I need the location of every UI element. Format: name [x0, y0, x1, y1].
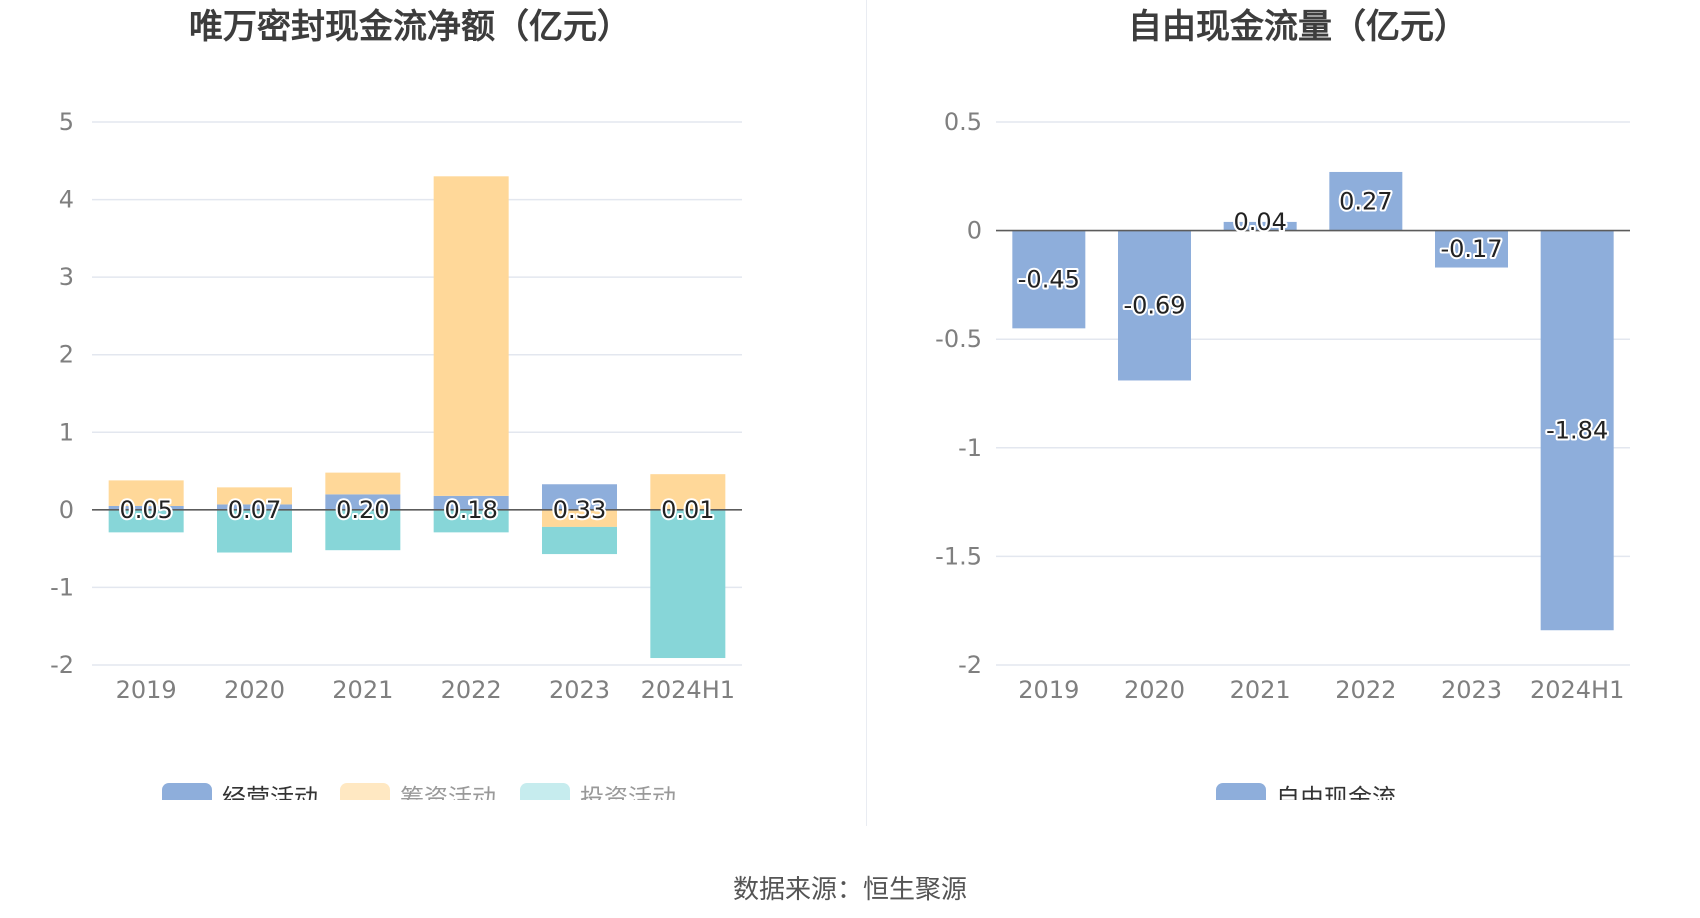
data-label: 0.20: [336, 496, 389, 524]
y-tick-label: -0.5: [935, 325, 982, 353]
x-tick-label: 2020: [224, 676, 285, 704]
free-cash-flow-chart: 自由现金流量（亿元） 0.5 0 -0.5 -1 -1.5 -2 2019 2020 2021 20…: [935, 7, 1630, 800]
legend-swatch: [1216, 783, 1266, 800]
source-note: 数据来源：恒生聚源: [733, 875, 967, 905]
bar-financing: [650, 474, 726, 510]
bars: [108, 176, 726, 659]
bar-operating: [542, 484, 617, 510]
data-label: 0.18: [444, 496, 497, 524]
bar-operating: [325, 494, 401, 510]
x-tick-label: 2019: [116, 676, 177, 704]
bar-investing: [325, 509, 401, 551]
bar-financing: [433, 176, 509, 496]
bar-operating: [217, 504, 292, 510]
legend-swatch: [520, 783, 570, 800]
x-tick-label: 2022: [441, 676, 502, 704]
legend: 经营活动 筹资活动 投资活动: [162, 783, 676, 800]
bars: [1012, 171, 1614, 631]
panel-divider: [866, 0, 867, 826]
x-tick-label: 2020: [1124, 676, 1185, 704]
bar-free-cash-flow: [1435, 230, 1508, 268]
chart-title: 自由现金流量（亿元）: [1128, 7, 1468, 47]
bar-free-cash-flow: [1012, 230, 1086, 329]
x-tick-label: 2024H1: [641, 676, 735, 704]
y-tick-label: -1: [958, 434, 982, 462]
bar-investing: [650, 509, 726, 659]
bar-free-cash-flow: [1540, 230, 1614, 631]
chart-title: 唯万密封现金流净额（亿元）: [189, 7, 631, 47]
y-tick-label: 3: [59, 263, 74, 291]
data-label: 0.27: [1339, 187, 1392, 215]
data-label: -0.69: [1123, 292, 1185, 320]
data-label: -0.17: [1440, 235, 1502, 263]
y-tick-label: -1: [50, 573, 74, 601]
y-tick-label: 0: [59, 496, 74, 524]
x-tick-label: 2024H1: [1530, 676, 1624, 704]
legend: 自由现金流: [1216, 783, 1396, 800]
legend-label: 筹资活动: [400, 784, 496, 800]
y-tick-label: 0: [967, 217, 982, 245]
x-tick-label: 2021: [1230, 676, 1291, 704]
data-label: 0.04: [1233, 208, 1286, 236]
data-label: -1.84: [1546, 416, 1608, 444]
legend-label: 自由现金流: [1276, 784, 1396, 800]
bar-investing: [542, 526, 617, 555]
data-label: 0.01: [661, 496, 714, 524]
bar-free-cash-flow: [1329, 171, 1403, 231]
y-tick-label: 5: [59, 108, 74, 136]
legend-label: 经营活动: [222, 784, 318, 800]
legend-swatch: [340, 783, 390, 800]
y-tick-label: 2: [59, 341, 74, 369]
legend-swatch: [162, 783, 212, 800]
data-label: 0.33: [553, 496, 606, 524]
y-tick-label: 0.5: [944, 108, 982, 136]
bar-operating: [433, 495, 509, 510]
x-tick-label: 2019: [1018, 676, 1079, 704]
x-tick-label: 2023: [1441, 676, 1502, 704]
data-label: -0.45: [1018, 265, 1080, 293]
bar-financing: [108, 480, 184, 506]
legend-label: 投资活动: [580, 784, 676, 800]
bar-investing: [217, 509, 292, 553]
bar-financing: [542, 509, 617, 527]
data-label: 0.05: [119, 496, 172, 524]
cash-flow-chart: 唯万密封现金流净额（亿元） 5 4 3 2 1 0 -1 -2 2019 2020 2021 2022 2…: [50, 7, 742, 800]
bar-free-cash-flow: [1223, 221, 1297, 231]
y-tick-label: -2: [50, 651, 74, 679]
y-tick-label: 1: [59, 418, 74, 446]
bar-financing: [217, 487, 292, 505]
bar-operating: [108, 505, 184, 510]
data-label: 0.07: [228, 496, 281, 524]
y-tick-label: -2: [958, 651, 982, 679]
y-tick-label: -1.5: [935, 542, 982, 570]
y-tick-label: 4: [59, 186, 74, 214]
bar-free-cash-flow: [1118, 230, 1191, 381]
bar-financing: [325, 472, 401, 495]
x-tick-label: 2021: [332, 676, 393, 704]
bar-investing: [108, 509, 184, 533]
bar-investing: [433, 509, 509, 533]
x-tick-label: 2023: [549, 676, 610, 704]
x-tick-label: 2022: [1335, 676, 1396, 704]
